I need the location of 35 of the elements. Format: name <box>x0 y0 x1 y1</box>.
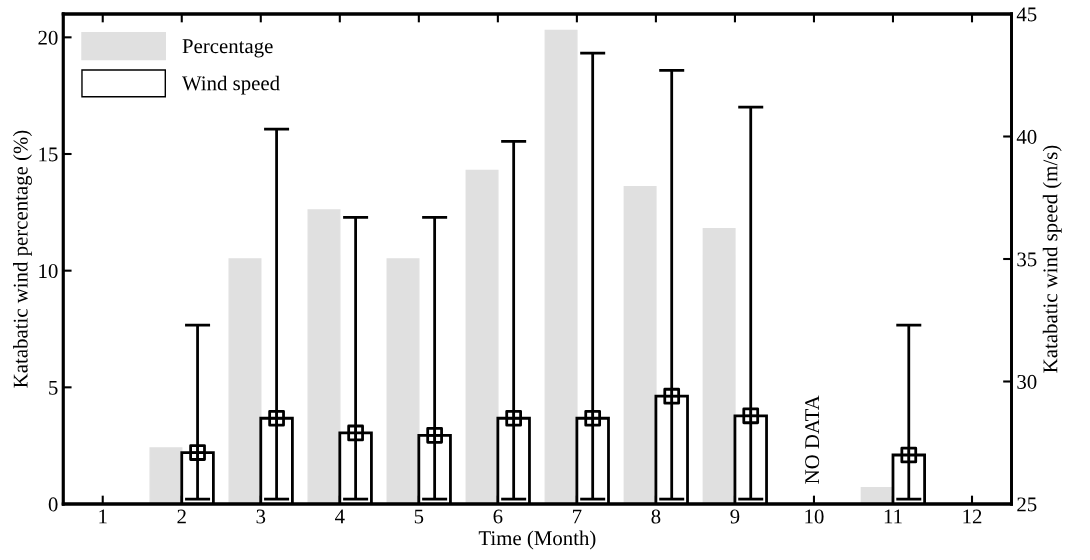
x-tick-label: 1 <box>99 509 107 524</box>
y-tick-label: 10 <box>39 264 58 279</box>
bar <box>307 209 341 504</box>
bar <box>386 258 420 504</box>
y-tick-label: 5 <box>49 380 58 395</box>
legend-label: Wind speed <box>181 75 280 95</box>
bar <box>702 227 736 504</box>
y2-tick-label: 40 <box>1016 129 1037 144</box>
bar <box>623 185 657 504</box>
x-tick-label: 7 <box>573 509 582 524</box>
x-tick-label: 12 <box>963 509 982 524</box>
x-tick-label: 10 <box>805 509 824 524</box>
y2-tick-label: 30 <box>1017 374 1037 389</box>
y2-tick-label: 35 <box>1017 252 1037 267</box>
legend-label: Percentage <box>182 39 273 58</box>
x-tick-label: 5 <box>414 509 424 524</box>
y2-tick-label: 45 <box>1016 7 1037 22</box>
x-tick-label: 11 <box>884 509 902 524</box>
bar <box>544 29 578 504</box>
y-tick-label: 0 <box>48 497 58 512</box>
x-tick-label: 6 <box>493 509 503 524</box>
y2-axis-title: Katabatic wind speed (m/s) <box>1042 145 1062 373</box>
x-tick-label: 8 <box>651 509 661 524</box>
y-axis-title: Katabatic wind percentage (%) <box>13 130 32 388</box>
x-axis-title: Time (Month) <box>478 530 596 550</box>
annotation: NO DATA <box>805 395 820 484</box>
y-tick-label: 15 <box>39 147 58 162</box>
y2-tick-label: 25 <box>1017 497 1037 512</box>
x-tick-label: 4 <box>335 509 345 524</box>
x-tick-label: 3 <box>256 509 266 524</box>
bar <box>228 258 262 504</box>
x-tick-label: 9 <box>730 509 740 524</box>
x-tick-label: 2 <box>177 509 186 524</box>
bar <box>465 169 499 504</box>
y-tick-label: 20 <box>38 30 58 45</box>
